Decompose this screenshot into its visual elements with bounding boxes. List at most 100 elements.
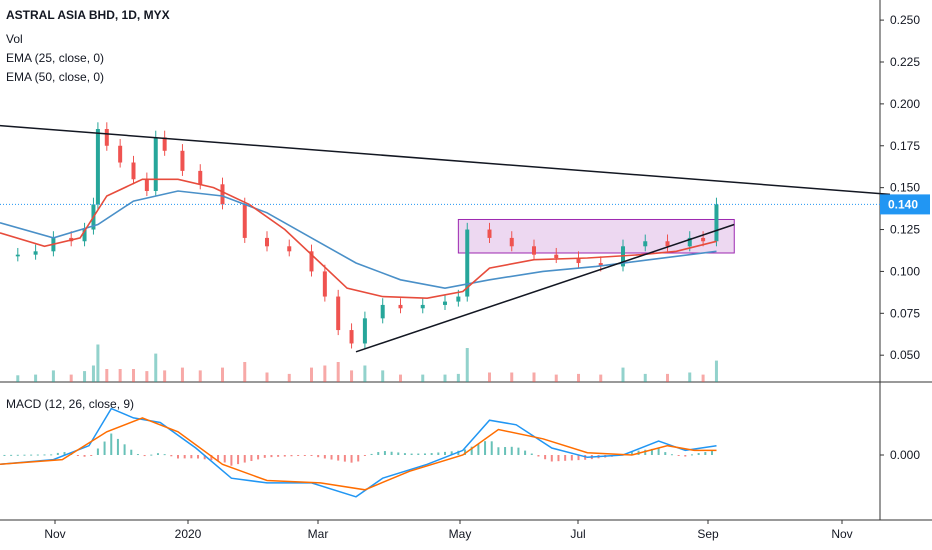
ema50-legend: EMA (50, close, 0) xyxy=(6,70,105,84)
macd-histogram-bar xyxy=(544,455,547,460)
macd-histogram-bar xyxy=(477,443,480,455)
candle-body xyxy=(362,318,367,344)
macd-histogram-bar xyxy=(150,454,153,456)
candle-body xyxy=(162,137,167,151)
candle-body xyxy=(714,204,719,242)
macd-histogram-bar xyxy=(670,454,673,456)
candle-body xyxy=(104,129,109,146)
volume-bar xyxy=(145,371,149,382)
macd-histogram-bar xyxy=(290,455,293,457)
support-trendline xyxy=(355,223,735,353)
macd-histogram-bar xyxy=(570,455,573,461)
macd-histogram-bar xyxy=(350,455,353,463)
macd-histogram-bar xyxy=(444,451,446,455)
volume-bar xyxy=(198,370,202,382)
macd-histogram-bar xyxy=(217,455,220,461)
macd-histogram-bar xyxy=(250,455,253,461)
candle-body xyxy=(95,129,100,205)
volume-bar xyxy=(132,369,135,382)
macd-histogram-bar xyxy=(210,455,213,461)
consolidation-box xyxy=(457,218,735,254)
volume-bar xyxy=(381,370,385,382)
volume-bar xyxy=(577,373,580,382)
volume-bar xyxy=(643,373,647,382)
macd-histogram-bar xyxy=(470,446,473,455)
volume-bar xyxy=(105,369,109,382)
candle-body xyxy=(532,246,536,255)
macd-histogram-bar xyxy=(103,441,106,455)
volume-bar xyxy=(456,373,460,382)
macd-histogram-bar xyxy=(564,455,567,461)
candle-body xyxy=(118,145,123,163)
macd-histogram-bar xyxy=(310,455,313,456)
macd-histogram-bar xyxy=(130,449,133,455)
volume-bar xyxy=(714,360,718,382)
chart-title: ASTRAL ASIA BHD, 1D, MYX xyxy=(6,8,170,22)
macd-line xyxy=(0,407,717,498)
macd-histogram-bar xyxy=(330,455,333,460)
volume-bar xyxy=(118,369,122,382)
volume-bar xyxy=(323,365,327,382)
volume-bar xyxy=(180,367,184,382)
macd-histogram-bar xyxy=(497,447,500,455)
time-tick-label: 2020 xyxy=(175,527,202,541)
time-tick-label: May xyxy=(449,527,472,541)
volume-bar xyxy=(83,371,87,382)
candle-body xyxy=(336,296,341,331)
ema25-line xyxy=(0,178,717,300)
macd-histogram-bar xyxy=(43,454,46,456)
macd-histogram-bar xyxy=(163,454,166,456)
price-tick-label: 0.075 xyxy=(890,306,920,320)
macd-histogram-bar xyxy=(3,454,6,456)
macd-histogram-bar xyxy=(170,455,173,457)
macd-histogram-bar xyxy=(297,455,300,456)
current-price-label-bg xyxy=(880,194,930,215)
macd-histogram-bar xyxy=(90,455,93,456)
volume-bar xyxy=(265,372,269,382)
macd-histogram-bar xyxy=(223,455,226,463)
macd-histogram-bar xyxy=(283,455,286,457)
volume-bar xyxy=(465,348,469,382)
time-tick-label: Nov xyxy=(831,527,852,541)
candle-body xyxy=(456,296,461,302)
current-price-label: 0.140 xyxy=(888,197,918,211)
macd-histogram-bar xyxy=(30,454,33,456)
ema25-legend: EMA (25, close, 0) xyxy=(6,51,105,65)
macd-histogram-bar xyxy=(630,451,633,455)
macd-histogram-bar xyxy=(490,441,493,455)
macd-histogram-bar xyxy=(263,455,266,458)
macd-histogram-bar xyxy=(237,455,240,465)
price-tick-label: 0.250 xyxy=(890,13,920,27)
macd-histogram-bar xyxy=(190,455,193,459)
macd-histogram-bar xyxy=(690,454,693,456)
macd-histogram-bar xyxy=(484,441,487,455)
volume-bar xyxy=(96,344,100,382)
volume-bar xyxy=(701,374,705,382)
candle-body xyxy=(665,241,670,247)
candle-body xyxy=(144,179,149,191)
macd-histogram-bar xyxy=(664,452,667,455)
candle-body xyxy=(465,229,470,297)
time-tick-label: Mar xyxy=(308,527,329,541)
candle-body xyxy=(643,241,648,247)
macd-histogram-bar xyxy=(277,455,280,457)
volume-bar xyxy=(287,373,291,382)
macd-histogram-bar xyxy=(56,452,59,455)
price-tick-label: 0.050 xyxy=(890,348,920,362)
volume-bar xyxy=(363,365,367,382)
macd-histogram-bar xyxy=(510,446,513,455)
macd-histogram-bar xyxy=(504,447,507,455)
candle-body xyxy=(242,204,247,238)
time-tick-label: Sep xyxy=(697,527,719,541)
volume-bar xyxy=(599,374,603,382)
macd-histogram-bar xyxy=(156,453,159,455)
candle-body xyxy=(131,162,136,180)
volume-bar xyxy=(399,374,402,382)
candle-body xyxy=(598,263,603,267)
volume-bar xyxy=(91,365,95,382)
macd-histogram-bar xyxy=(10,454,13,456)
macd-histogram-bar xyxy=(383,451,386,455)
macd-histogram-bar xyxy=(430,453,433,455)
time-tick-label: Nov xyxy=(44,527,65,541)
